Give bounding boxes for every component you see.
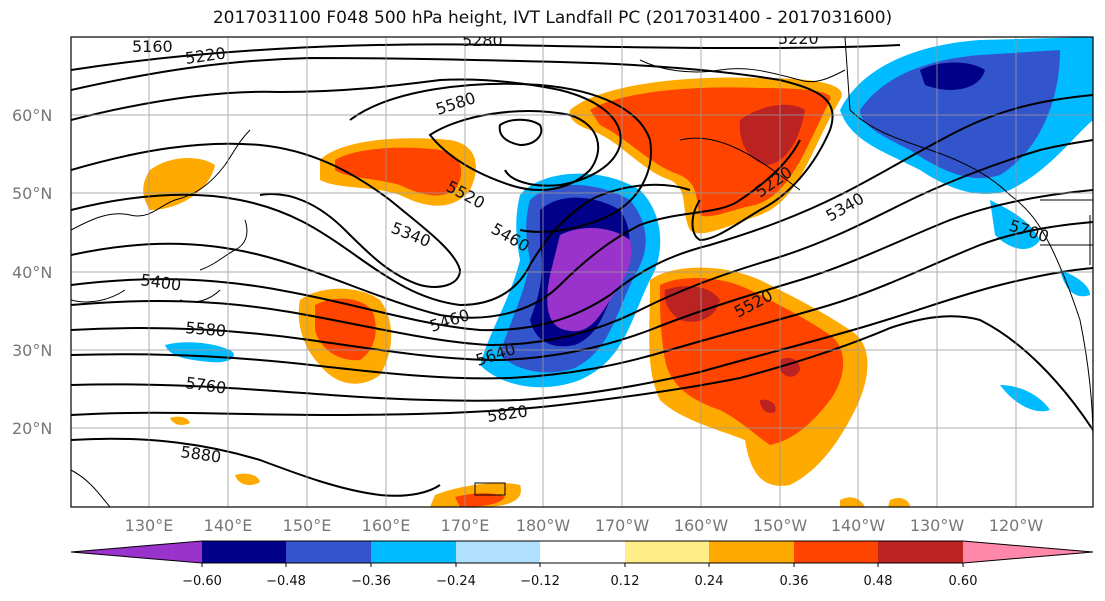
graticule <box>71 37 1093 507</box>
colorbar-tick-label: −0.60 <box>182 574 222 589</box>
colorbar-segment <box>371 541 456 563</box>
colorbar-segment <box>456 541 540 563</box>
latitude-labels: 60°N 50°N 40°N 30°N 20°N <box>12 106 52 438</box>
lat-label: 20°N <box>12 419 52 438</box>
colorbar <box>70 540 1094 567</box>
lat-label: 30°N <box>12 341 52 360</box>
contour-label: 5580 <box>185 318 227 340</box>
colorbar-segment <box>878 541 963 563</box>
colorbar-tick-label: −0.12 <box>520 574 560 589</box>
colorbar-tick-label: 0.36 <box>780 574 809 589</box>
lon-label: 160°W <box>674 516 729 535</box>
colorbar-tick-label: −0.36 <box>351 574 391 589</box>
lat-label: 60°N <box>12 106 52 125</box>
lon-label: 180°W <box>516 516 571 535</box>
height-contours <box>71 43 1093 497</box>
lon-label: 140°W <box>831 516 886 535</box>
lon-label: 150°E <box>283 516 332 535</box>
colorbar-tick-label: 0.48 <box>864 574 893 589</box>
lon-label: 150°W <box>753 516 808 535</box>
colorbar-segment <box>540 541 625 563</box>
map-frame <box>70 36 1094 508</box>
map-title: 2017031100 F048 500 hPa height, IVT Land… <box>212 8 893 28</box>
colorbar-segment <box>202 541 286 563</box>
colorbar-tick-label: 0.60 <box>949 574 978 589</box>
colorbar-segment <box>963 541 1093 563</box>
colorbar-tick-label: 0.24 <box>695 574 724 589</box>
contour-label: 5160 <box>132 37 173 56</box>
colorbar-segment <box>709 541 794 563</box>
colorbar-segment <box>71 541 202 563</box>
colorbar-tick-label: −0.48 <box>266 574 306 589</box>
colorbar-tick-labels: −0.60 −0.48 −0.36 −0.24 −0.12 0.12 0.24 … <box>182 574 977 589</box>
colorbar-segment <box>625 541 709 563</box>
lat-label: 50°N <box>12 184 52 203</box>
lon-label: 170°E <box>441 516 490 535</box>
lat-label: 40°N <box>12 263 52 282</box>
lon-label: 120°W <box>989 516 1044 535</box>
contour-label: 5280 <box>462 31 503 50</box>
longitude-labels: 130°E 140°E 150°E 160°E 170°E 180°W 170°… <box>125 516 1044 535</box>
colorbar-segment <box>286 541 371 563</box>
lon-label: 130°W <box>910 516 965 535</box>
lon-label: 170°W <box>595 516 650 535</box>
colorbar-segment <box>794 541 878 563</box>
colorbar-tick-label: 0.12 <box>611 574 640 589</box>
coastlines <box>71 37 1093 507</box>
colorbar-tick-label: −0.24 <box>436 574 476 589</box>
lon-label: 130°E <box>125 516 174 535</box>
contour-label: 5220 <box>778 29 819 48</box>
lon-label: 160°E <box>362 516 411 535</box>
lon-label: 140°E <box>204 516 253 535</box>
